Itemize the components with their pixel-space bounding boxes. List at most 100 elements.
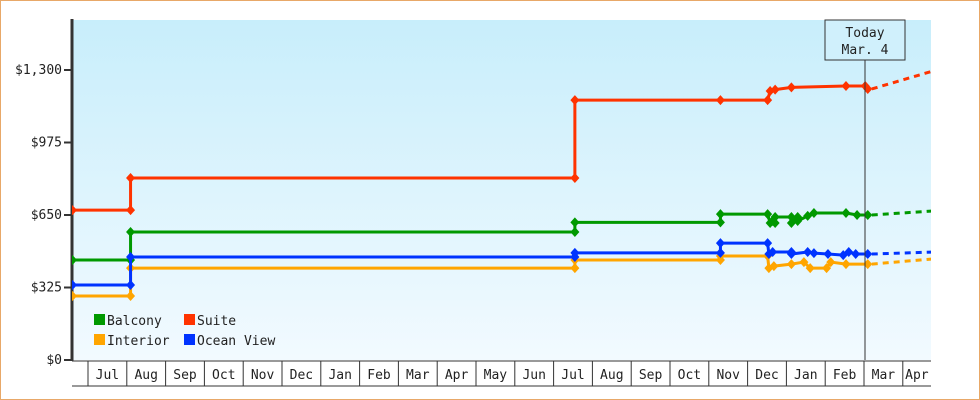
data-point[interactable]	[126, 280, 136, 291]
data-point[interactable]	[826, 257, 836, 268]
data-point[interactable]	[863, 210, 873, 220]
x-tick-label: Nov	[716, 368, 740, 383]
legend-item: Balcony	[94, 314, 162, 329]
data-point[interactable]	[126, 251, 136, 262]
y-tick-label: $975	[31, 136, 62, 151]
data-point[interactable]	[769, 261, 779, 272]
data-point[interactable]	[68, 205, 77, 216]
data-point[interactable]	[763, 209, 773, 220]
x-tick-label: Jan	[794, 368, 817, 383]
data-point[interactable]	[770, 218, 780, 229]
x-tick-label: Mar	[406, 368, 430, 383]
series-balcony	[68, 207, 931, 266]
data-point[interactable]	[68, 280, 77, 291]
x-tick-label: Jul	[561, 368, 584, 383]
series-interior	[68, 251, 931, 301]
data-point[interactable]	[715, 247, 725, 258]
data-point[interactable]	[809, 207, 819, 218]
data-point[interactable]	[570, 95, 580, 106]
x-tick-label: Sep	[173, 368, 197, 383]
y-axis: $0 $325 $650 $975 $1,300	[15, 19, 74, 368]
today-label: Today	[845, 26, 884, 41]
data-point[interactable]	[715, 217, 725, 228]
data-point[interactable]	[841, 207, 851, 218]
data-point[interactable]	[851, 249, 861, 260]
data-point[interactable]	[786, 82, 796, 93]
data-point[interactable]	[863, 259, 873, 270]
x-tick-label: Feb	[367, 368, 391, 383]
legend: Balcony Suite Interior Ocean View	[94, 314, 275, 349]
x-tick-label: Jan	[328, 368, 351, 383]
x-tick-label: Dec	[755, 368, 778, 383]
x-tick-label: Oct	[678, 368, 701, 383]
data-point[interactable]	[841, 259, 851, 270]
data-point[interactable]	[763, 238, 773, 249]
legend-item: Ocean View	[184, 334, 275, 349]
data-point[interactable]	[570, 172, 580, 183]
data-point[interactable]	[823, 249, 833, 260]
data-point[interactable]	[786, 249, 796, 260]
x-tick-label: Sep	[639, 368, 663, 383]
legend-swatch	[94, 314, 105, 325]
x-tick-label: Nov	[251, 368, 275, 383]
x-tick-label: Aug	[600, 368, 623, 383]
data-point[interactable]	[799, 257, 809, 268]
x-tick-label: Apr	[905, 368, 929, 383]
x-tick-label: Dec	[290, 368, 313, 383]
data-point[interactable]	[126, 172, 136, 183]
data-point[interactable]	[570, 217, 580, 228]
x-tick-label: May	[484, 368, 508, 383]
data-point[interactable]	[841, 81, 851, 92]
y-tick-label: $325	[31, 281, 62, 296]
data-point[interactable]	[863, 249, 873, 260]
y-tick-label: $1,300	[15, 63, 62, 78]
legend-label: Ocean View	[197, 334, 275, 349]
legend-label: Balcony	[107, 314, 162, 329]
data-point[interactable]	[570, 263, 580, 274]
data-point[interactable]	[809, 248, 819, 259]
data-point[interactable]	[68, 255, 77, 266]
data-point[interactable]	[805, 263, 815, 274]
y-tick-label: $650	[31, 208, 62, 223]
legend-item: Interior	[94, 334, 170, 349]
data-point[interactable]	[763, 95, 773, 106]
x-tick-label: Aug	[134, 368, 157, 383]
data-point[interactable]	[570, 247, 580, 258]
data-point[interactable]	[715, 95, 725, 106]
legend-label: Suite	[197, 314, 236, 329]
x-tick-label: Jul	[96, 368, 119, 383]
legend-item: Suite	[184, 314, 236, 329]
legend-swatch	[184, 334, 195, 345]
data-point[interactable]	[68, 290, 77, 301]
data-point[interactable]	[570, 226, 580, 237]
data-point[interactable]	[715, 238, 725, 249]
legend-swatch	[184, 314, 195, 325]
series-layer	[68, 70, 931, 301]
data-point[interactable]	[844, 247, 854, 258]
x-tick-label: Apr	[445, 368, 469, 383]
data-point[interactable]	[770, 84, 780, 95]
today-marker: Today Mar. 4	[824, 19, 906, 360]
x-axis: Jul Aug Sep Oct Nov Dec Jan Feb Mar Apr May Jun Jul A…	[72, 360, 931, 387]
legend-swatch	[94, 334, 105, 345]
data-point[interactable]	[863, 83, 873, 94]
data-point[interactable]	[803, 247, 813, 258]
y-tick-label: $0	[46, 353, 62, 368]
data-point[interactable]	[786, 259, 796, 270]
data-point[interactable]	[715, 209, 725, 220]
data-point[interactable]	[126, 290, 136, 301]
data-point[interactable]	[822, 263, 832, 274]
data-point[interactable]	[770, 212, 780, 223]
data-point[interactable]	[126, 205, 136, 216]
data-point[interactable]	[786, 212, 796, 223]
plot-area	[72, 20, 931, 360]
data-point[interactable]	[768, 247, 778, 258]
series-ocean-view	[68, 238, 931, 291]
data-point[interactable]	[126, 226, 136, 237]
data-point[interactable]	[852, 210, 862, 220]
legend-label: Interior	[107, 334, 170, 349]
data-point[interactable]	[793, 216, 803, 227]
x-tick-label: Oct	[212, 368, 235, 383]
